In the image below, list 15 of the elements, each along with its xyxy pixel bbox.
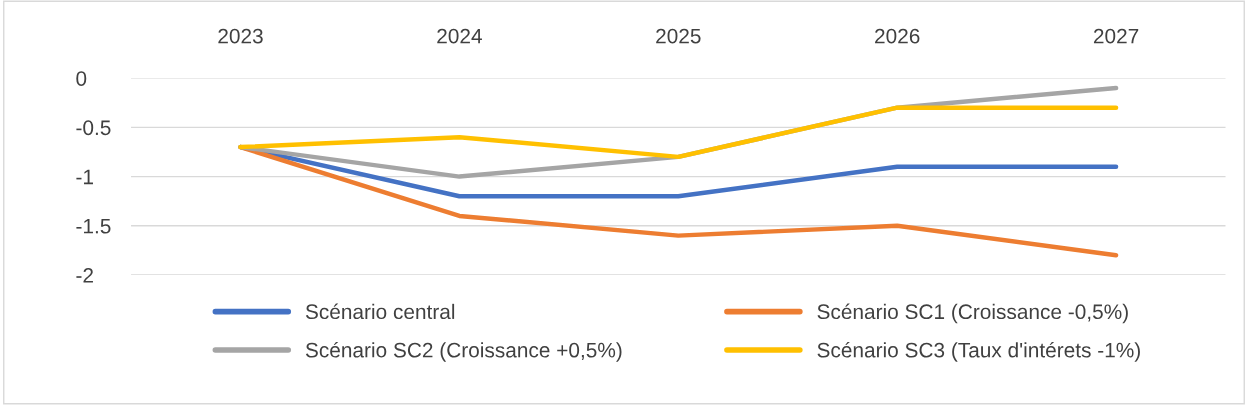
x-tick-label: 2024 [437,28,482,44]
y-tick-label: -2 [76,268,93,283]
y-tick-label: 0 [76,71,87,86]
x-tick-label: 2025 [656,28,701,44]
line-series [238,105,1119,160]
y-tick-label: -0.5 [76,120,111,136]
y-tick-label: -1.5 [76,219,111,234]
legend-label: Scénario SC3 (Taux d'intérets -1%) [817,341,1140,362]
x-tick-label: 2026 [875,28,920,44]
legend-label: Scénario central [305,303,455,320]
x-tick-label: 2027 [1093,28,1139,44]
y-tick-label: -1 [76,169,93,185]
legend-label: Scénario SC1 (Croissance -0,5%) [817,303,1128,324]
legend-label: Scénario SC2 (Croissance +0,5%) [305,341,622,362]
x-tick-label: 2023 [218,28,263,44]
